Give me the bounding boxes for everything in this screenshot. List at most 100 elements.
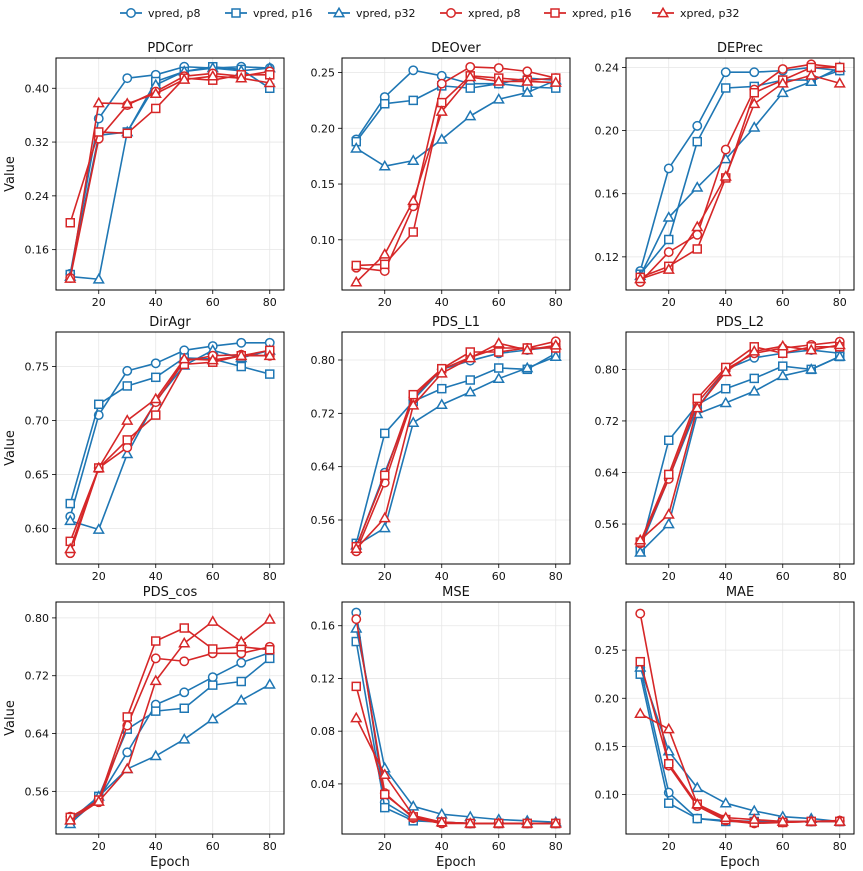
x-tick-label: 60 (492, 296, 506, 309)
y-tick-label: 0.64 (595, 466, 620, 479)
data-point (805, 815, 818, 826)
data-point (522, 66, 533, 77)
series-xpred-p16 (65, 345, 275, 547)
data-point (408, 227, 418, 237)
data-point (492, 817, 505, 828)
data-point (465, 375, 475, 385)
series-vpred-p32 (634, 350, 846, 557)
y-tick-label: 0.16 (25, 244, 50, 257)
x-tick-label: 20 (662, 296, 676, 309)
plot-frame (625, 601, 855, 835)
data-point (208, 680, 218, 690)
data-point (407, 194, 420, 206)
panel-title: MAE (726, 585, 754, 600)
data-point (122, 73, 133, 84)
data-point (664, 798, 674, 808)
series-line (70, 349, 270, 531)
data-point (493, 63, 504, 73)
data-point (151, 103, 161, 114)
data-point (378, 511, 391, 523)
data-point (634, 546, 647, 557)
data-point (408, 389, 418, 400)
series-xpred-p32 (350, 711, 562, 828)
data-point (179, 656, 190, 667)
data-point (64, 813, 77, 825)
y-tick-label: 0.25 (311, 67, 336, 80)
data-point (235, 349, 248, 361)
data-point (663, 247, 674, 258)
data-point (634, 272, 647, 284)
y-tick-label: 0.75 (25, 361, 50, 374)
panel-title: DirAgr (149, 315, 191, 330)
data-point (833, 350, 846, 361)
data-point (691, 401, 704, 413)
gridlines (626, 332, 854, 564)
series-line (69, 65, 270, 275)
x-tick-label: 80 (833, 570, 847, 583)
data-point (65, 218, 75, 228)
x-tick-label: 40 (435, 296, 449, 309)
data-point (92, 523, 105, 534)
data-point (464, 109, 477, 121)
y-tick-label: 0.32 (25, 136, 50, 149)
data-point (492, 372, 505, 384)
x-tick-label: 20 (92, 570, 106, 583)
series-xpred-p32 (64, 613, 276, 825)
data-point (719, 365, 732, 377)
legend-label: vpred, p8 (148, 7, 201, 20)
data-point (265, 369, 275, 379)
y-tick-label: 0.72 (311, 407, 336, 420)
x-tick-label: 60 (206, 570, 220, 583)
data-point (179, 703, 189, 713)
data-point (776, 76, 789, 88)
gridlines (342, 332, 570, 564)
plot-frame (341, 331, 571, 565)
data-point (179, 623, 189, 633)
data-point (635, 656, 645, 667)
x-axis-label: Epoch (150, 855, 190, 870)
data-point (206, 353, 219, 365)
y-tick-label: 0.12 (595, 251, 620, 264)
y-axis-label: Value (3, 430, 18, 466)
data-point (749, 67, 760, 78)
data-point (435, 133, 448, 144)
series-xpred-p32 (64, 69, 276, 283)
data-point (805, 363, 818, 374)
data-point (776, 815, 789, 826)
panel-title: DEOver (431, 41, 481, 56)
data-point (64, 272, 77, 283)
data-point (464, 351, 477, 363)
data-point (776, 339, 789, 351)
data-point (122, 381, 132, 391)
y-tick-label: 0.72 (595, 415, 620, 428)
gridlines (342, 58, 570, 290)
panel-title: DEPrec (717, 41, 763, 56)
data-point (350, 711, 363, 723)
series-line (355, 76, 556, 283)
legend-item-xpred-p16: xpred, p16 (544, 7, 632, 20)
legend-marker-circle (446, 8, 456, 18)
data-point (179, 687, 190, 698)
data-point (494, 363, 504, 373)
data-point (663, 163, 674, 174)
data-point (206, 712, 219, 724)
data-point (833, 815, 846, 826)
data-point (721, 83, 731, 93)
series-line (69, 354, 270, 550)
data-point (464, 70, 477, 82)
y-tick-label: 0.72 (25, 670, 50, 683)
series-line (639, 344, 840, 541)
x-tick-label: 60 (776, 840, 790, 853)
y-tick-label: 0.65 (25, 468, 50, 481)
panel-mae: MAE 20 40 60 80 0.10 0.15 0.20 0.25 Epoch (595, 585, 855, 870)
y-tick-label: 0.56 (25, 785, 50, 798)
data-point (151, 636, 161, 646)
data-point (178, 352, 191, 364)
data-point (122, 747, 133, 758)
gridlines (626, 58, 854, 290)
data-point (235, 71, 248, 83)
data-point (65, 498, 75, 509)
y-tick-label: 0.80 (595, 363, 620, 376)
data-point (494, 347, 504, 357)
